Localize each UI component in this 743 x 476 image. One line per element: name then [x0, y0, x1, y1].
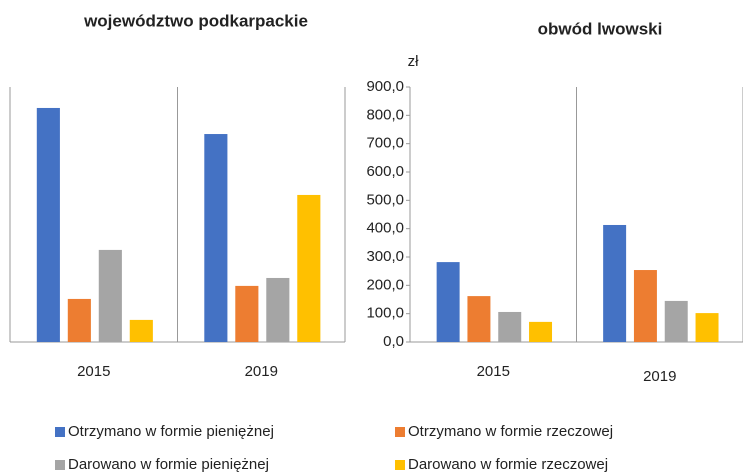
bar: [266, 277, 290, 342]
legend-label: Darowano w formie rzeczowej: [408, 456, 608, 473]
bar: [297, 194, 321, 342]
bar: [36, 107, 60, 342]
legend-swatch: [55, 460, 65, 470]
y-tick-label: 500,0: [366, 191, 404, 208]
x-tick-label: 2019: [643, 368, 676, 385]
y-tick-label: 200,0: [366, 276, 404, 293]
y-axis-label: zł: [408, 53, 420, 70]
x-tick-label: 2015: [77, 363, 110, 380]
chart-title: województwo podkarpackie: [83, 11, 308, 30]
y-tick-label: 100,0: [366, 305, 404, 322]
bar: [633, 270, 657, 342]
bar: [467, 296, 491, 342]
legend-swatch: [395, 427, 405, 437]
bar: [204, 134, 228, 342]
x-tick-label: 2015: [477, 363, 510, 380]
bar: [529, 321, 553, 342]
x-tick-label: 2019: [245, 363, 278, 380]
bar: [98, 249, 122, 342]
y-tick-label: 300,0: [366, 248, 404, 265]
chart-title: obwód lwowski: [538, 19, 663, 38]
legend-swatch: [55, 427, 65, 437]
y-tick-label: 700,0: [366, 135, 404, 152]
bar: [664, 300, 688, 342]
legend-label: Darowano w formie pieniężnej: [68, 456, 269, 473]
legend-label: Otrzymano w formie pieniężnej: [68, 423, 274, 440]
bar: [498, 311, 522, 342]
bar: [235, 285, 259, 342]
legend-label: Otrzymano w formie rzeczowej: [408, 423, 613, 440]
y-tick-label: 800,0: [366, 106, 404, 123]
bar: [436, 262, 460, 342]
bar: [67, 298, 91, 342]
bar: [603, 224, 627, 342]
y-tick-label: 400,0: [366, 220, 404, 237]
legend-swatch: [395, 460, 405, 470]
bar: [129, 319, 153, 342]
y-tick-label: 900,0: [366, 78, 404, 95]
y-tick-label: 0,0: [383, 333, 404, 350]
y-tick-label: 600,0: [366, 163, 404, 180]
bar: [695, 313, 719, 342]
